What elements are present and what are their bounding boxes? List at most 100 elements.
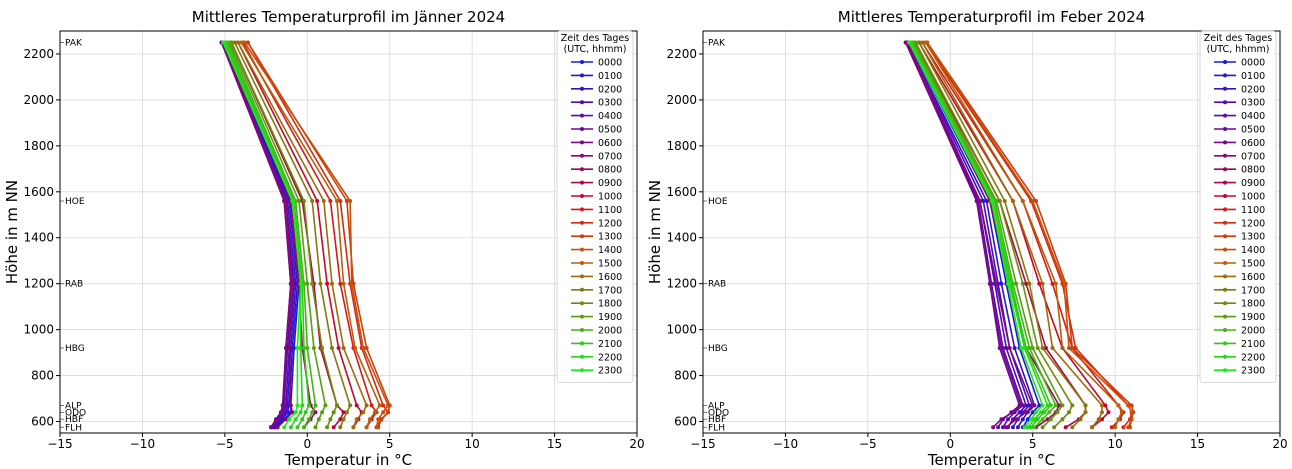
legend-marker — [1223, 261, 1227, 265]
data-point — [303, 410, 308, 415]
data-point — [1078, 417, 1083, 422]
data-point — [354, 403, 359, 408]
data-point — [287, 417, 292, 422]
data-point — [1030, 403, 1035, 408]
y-tick-label: 1800 — [23, 139, 54, 153]
series-group — [219, 40, 392, 430]
data-point — [1017, 410, 1022, 415]
data-point — [1116, 403, 1121, 408]
legend-marker — [1223, 314, 1227, 319]
legend-label: 1000 — [598, 192, 622, 203]
legend-subtitle: (UTC, hhmm) — [564, 44, 627, 55]
legend-marker — [1223, 220, 1227, 225]
data-point — [298, 410, 303, 415]
legend-label: 1300 — [598, 232, 622, 243]
data-point — [997, 199, 1002, 203]
data-point — [295, 403, 300, 408]
data-point — [1128, 425, 1132, 430]
y-tick-label: 1200 — [666, 277, 697, 291]
data-point — [313, 403, 318, 408]
data-point — [1034, 410, 1038, 415]
y-tick-label: 800 — [674, 369, 697, 383]
station-label-odo: ODO — [65, 408, 86, 418]
data-point — [1020, 281, 1025, 286]
data-point — [374, 425, 379, 430]
data-point — [338, 199, 343, 203]
data-point — [310, 410, 315, 415]
data-point — [1121, 425, 1126, 430]
data-point — [1002, 199, 1007, 203]
data-point — [298, 281, 303, 286]
data-point — [302, 199, 306, 203]
legend-label: 0000 — [598, 58, 622, 69]
data-point — [1050, 281, 1055, 286]
legend-label: 1100 — [1241, 205, 1265, 216]
y-tick-label: 2200 — [666, 47, 697, 61]
legend-marker — [1223, 113, 1227, 118]
data-point — [1027, 346, 1032, 350]
data-point — [978, 199, 982, 203]
legend-marker — [580, 140, 584, 145]
legend-marker — [1223, 153, 1227, 158]
legend-marker — [580, 287, 584, 292]
data-point — [287, 346, 292, 350]
legend-marker — [580, 167, 584, 172]
data-point — [381, 410, 386, 415]
data-point — [351, 425, 356, 430]
data-point — [318, 281, 323, 286]
data-point — [1034, 199, 1038, 203]
legend-subtitle: (UTC, hhmm) — [1207, 44, 1270, 55]
legend-marker — [1223, 301, 1227, 306]
y-tick-label: 1600 — [666, 185, 697, 199]
data-point — [236, 40, 240, 45]
legend-marker — [1223, 287, 1227, 292]
x-tick-label: 5 — [386, 437, 394, 451]
data-point — [1109, 425, 1114, 430]
legend-marker — [580, 180, 584, 185]
data-point — [1096, 417, 1101, 422]
data-point — [282, 403, 287, 408]
data-point — [298, 346, 303, 350]
legend-label: 2000 — [598, 326, 622, 337]
data-point — [1053, 281, 1058, 286]
data-point — [1048, 417, 1053, 422]
legend-label: 1100 — [598, 205, 622, 216]
legend-title: Zeit des Tages — [1204, 33, 1273, 44]
y-axis-title: Höhe in m NN — [3, 180, 21, 284]
data-point — [245, 40, 250, 45]
data-point — [313, 425, 318, 430]
station-label-flh: FLH — [708, 423, 725, 433]
data-point — [1090, 425, 1095, 430]
legend-label: 2100 — [1241, 339, 1265, 350]
data-point — [1083, 403, 1088, 408]
x-tick-label: 5 — [1029, 437, 1037, 451]
y-tick-label: 2200 — [23, 47, 54, 61]
data-point — [1067, 410, 1071, 415]
data-point — [295, 346, 300, 350]
data-point — [1040, 281, 1045, 286]
data-point — [1129, 417, 1134, 422]
data-point — [288, 403, 293, 408]
data-point — [354, 417, 359, 422]
data-point — [989, 199, 994, 203]
data-point — [1083, 410, 1088, 415]
data-point — [974, 199, 979, 203]
y-tick-label: 800 — [31, 369, 54, 383]
data-point — [305, 346, 310, 350]
data-point — [923, 40, 928, 45]
data-point — [335, 199, 339, 203]
legend-marker — [580, 261, 584, 265]
data-point — [1020, 417, 1025, 422]
data-point — [325, 281, 330, 286]
data-point — [1022, 346, 1027, 350]
legend-label: 1600 — [598, 272, 622, 283]
series-group — [903, 40, 1136, 430]
legend-label: 0200 — [1241, 84, 1265, 95]
legend-label: 1800 — [598, 299, 622, 310]
data-point — [1040, 403, 1045, 408]
legend-label: 1700 — [598, 285, 622, 296]
legend-label: 0300 — [598, 98, 622, 109]
data-point — [996, 425, 1001, 430]
data-point — [1070, 425, 1075, 430]
